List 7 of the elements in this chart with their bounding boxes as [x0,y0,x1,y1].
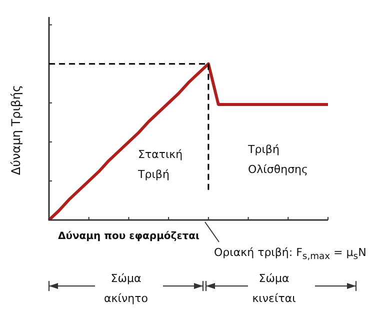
annotation: Στατική Τριβή [138,147,184,183]
text: Σώμα ακίνητο [103,271,149,307]
y-axis-title: Δύναμη Τριβής [9,84,23,176]
annotation: Τριβή Ολίσθησης [248,142,309,178]
text: Σώμα κινείται [251,271,297,307]
x-axis-title: Δύναμη που εφαρμόζεται [58,231,200,242]
text: Οριακή τριβή: F$_{s,max}$ = μ$_{s}$N [214,246,366,262]
